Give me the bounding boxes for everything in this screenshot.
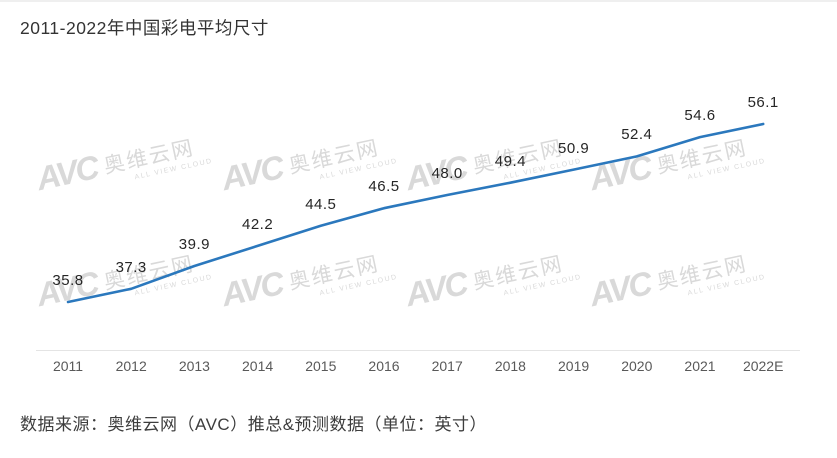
- x-axis-label: 2012: [115, 358, 147, 374]
- x-axis-label: 2021: [684, 358, 716, 374]
- x-axis-label: 2019: [558, 358, 590, 374]
- data-point-label: 42.2: [241, 215, 274, 233]
- x-axis-label: 2018: [494, 358, 526, 374]
- data-point-label: 54.6: [684, 107, 716, 125]
- page-title: 2011-2022年中国彩电平均尺寸: [20, 18, 269, 38]
- data-point-label: 46.5: [368, 178, 400, 196]
- x-axis-label: 2013: [178, 358, 210, 374]
- trend-line: [66, 122, 765, 304]
- x-axis-label: 2016: [368, 358, 400, 374]
- data-point-label: 56.1: [747, 93, 779, 111]
- x-axis-label: 2020: [621, 358, 653, 374]
- data-point-label: 52.4: [621, 126, 653, 144]
- x-axis-label: 2014: [242, 358, 274, 374]
- source-note: 数据来源：奥维云网（AVC）推总&预测数据（单位：英寸）: [20, 415, 488, 434]
- data-point-label: 44.5: [305, 195, 337, 213]
- x-axis-label: 2022E: [742, 358, 784, 374]
- data-point-label: 50.9: [557, 139, 590, 157]
- data-point-label: 48.0: [431, 165, 463, 182]
- data-point-label: 37.3: [115, 258, 147, 276]
- x-axis-line: [36, 350, 800, 351]
- x-axis-label: 2011: [52, 358, 84, 374]
- x-axis-label: 2015: [305, 358, 337, 374]
- data-point-label: 49.4: [494, 152, 526, 170]
- x-axis-label: 2017: [431, 358, 463, 374]
- data-point-label: 35.8: [52, 272, 84, 289]
- data-point-label: 39.9: [178, 236, 210, 254]
